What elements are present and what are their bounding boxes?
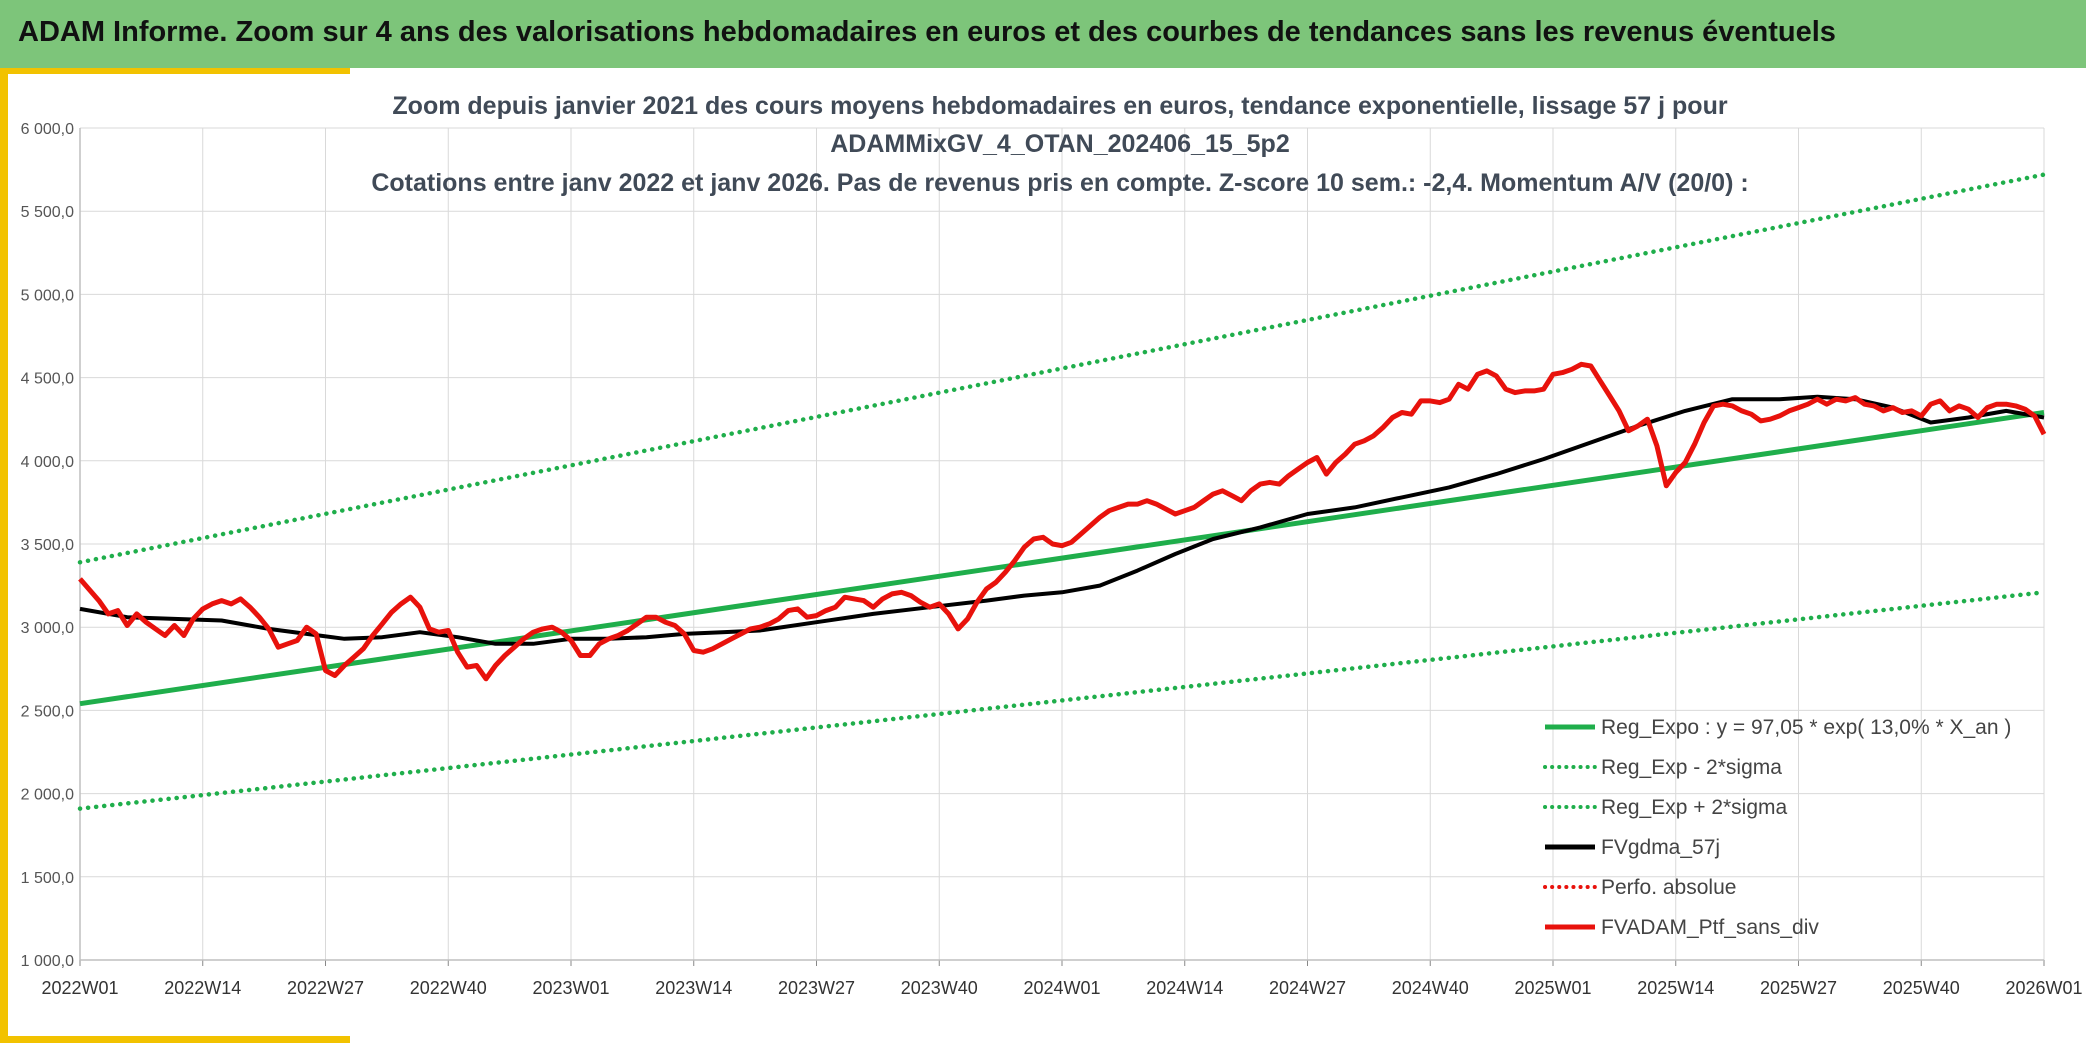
x-tick-label: 2025W14 — [1637, 978, 1714, 998]
x-tick-label: 2024W14 — [1146, 978, 1223, 998]
x-tick-label: 2023W14 — [655, 978, 732, 998]
x-tick-label: 2024W27 — [1269, 978, 1346, 998]
x-tick-label: 2026W01 — [2005, 978, 2082, 998]
y-tick-label: 1 000,0 — [21, 953, 74, 970]
accent-bar-bottom — [0, 1036, 350, 1043]
legend-label-3: FVgdma_57j — [1601, 836, 1720, 859]
series-line-2 — [77, 172, 2047, 565]
x-tick-label: 2025W40 — [1883, 978, 1960, 998]
x-axis-ticks: 2022W01 2022W14 2022W27 2022W40 2023W01 2023W… — [41, 978, 2082, 998]
x-tick-label: 2025W27 — [1760, 978, 1837, 998]
chart-title-line-1: Zoom depuis janvier 2021 des cours moyen… — [392, 92, 1728, 120]
y-tick-label: 3 000,0 — [21, 620, 74, 637]
series-layer — [77, 172, 2047, 811]
x-tick-label: 2023W27 — [778, 978, 855, 998]
series-line-5 — [78, 361, 2047, 682]
accent-bar-left — [0, 68, 8, 1043]
y-tick-label: 3 500,0 — [21, 537, 74, 554]
y-tick-label: 6 000,0 — [21, 121, 74, 138]
x-tick-label: 2022W14 — [164, 978, 241, 998]
series-line-3 — [79, 394, 2045, 646]
legend-label-5: FVADAM_Ptf_sans_div — [1601, 916, 1819, 939]
legend-label-2: Reg_Exp + 2*sigma — [1601, 796, 1788, 819]
y-tick-label: 1 500,0 — [21, 870, 74, 887]
header-bar: ADAM Informe. Zoom sur 4 ans des valoris… — [0, 0, 2086, 68]
x-tick-label: 2023W40 — [901, 978, 978, 998]
y-tick-label: 2 500,0 — [21, 703, 74, 720]
x-tick-label: 2023W01 — [532, 978, 609, 998]
y-tick-label: 5 000,0 — [21, 287, 74, 304]
y-tick-label: 2 000,0 — [21, 787, 74, 804]
legend-label-4: Perfo. absolue — [1601, 876, 1736, 899]
legend-label-1: Reg_Exp - 2*sigma — [1601, 756, 1782, 779]
series-line-0 — [79, 410, 2045, 707]
legend-label-0: Reg_Expo : y = 97,05 * exp( 13,0% * X_an… — [1601, 716, 2011, 739]
chart-title-line-2: ADAMMixGV_4_OTAN_202406_15_5p2 — [830, 130, 1290, 158]
x-tick-label: 2022W40 — [410, 978, 487, 998]
x-tick-label: 2024W01 — [1023, 978, 1100, 998]
y-axis-ticks: 1 000,0 1 500,0 2 000,0 2 500,0 3 000,0 3 500… — [21, 121, 74, 970]
x-tick-label: 2022W01 — [41, 978, 118, 998]
legend: Reg_Expo : y = 97,05 * exp( 13,0% * X_an… — [1543, 716, 2011, 939]
accent-bar-top — [0, 68, 350, 74]
y-tick-label: 5 500,0 — [21, 204, 74, 221]
y-tick-label: 4 000,0 — [21, 454, 74, 471]
x-tick-label: 2022W27 — [287, 978, 364, 998]
y-tick-label: 4 500,0 — [21, 371, 74, 388]
series-line-1 — [77, 590, 2047, 811]
page-title: ADAM Informe. Zoom sur 4 ans des valoris… — [18, 16, 1836, 48]
x-tick-label: 2025W01 — [1514, 978, 1591, 998]
x-tick-label: 2024W40 — [1392, 978, 1469, 998]
chart-title-line-3: Cotations entre janv 2022 et janv 2026. … — [371, 169, 1749, 197]
